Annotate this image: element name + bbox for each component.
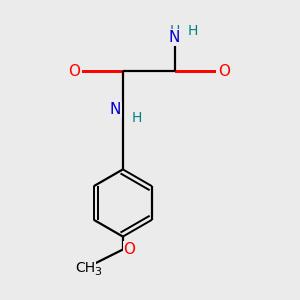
Text: H: H	[188, 24, 198, 38]
Text: O: O	[68, 64, 80, 79]
Text: H: H	[132, 111, 142, 125]
Text: H: H	[169, 24, 180, 38]
Text: 3: 3	[94, 267, 101, 277]
Text: N: N	[110, 102, 121, 117]
Text: N: N	[169, 30, 180, 45]
Text: CH: CH	[75, 261, 95, 274]
Text: O: O	[123, 242, 135, 257]
Text: O: O	[218, 64, 230, 79]
